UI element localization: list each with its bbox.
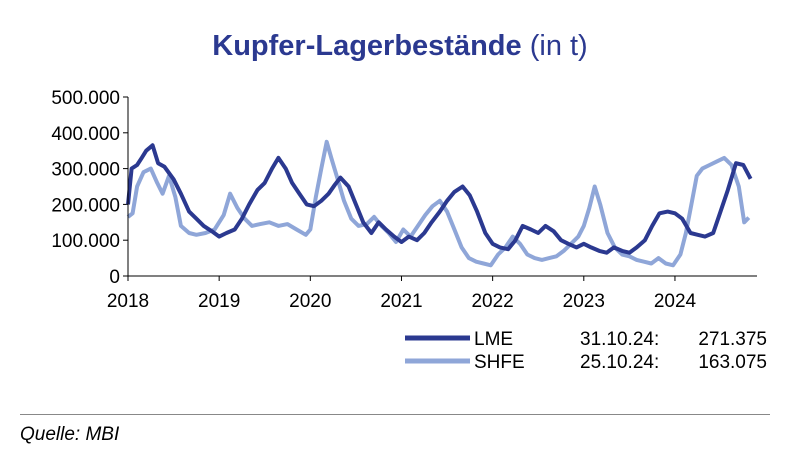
footer-divider [20,414,770,415]
legend-label-lme: LME [474,329,513,350]
series-line-lme [126,143,753,255]
x-tick-label: 2023 [563,291,605,312]
chart-title: Kupfer-Lagerbestände (in t) [0,30,800,63]
source-note: Quelle: MBI [20,424,120,445]
legend-date-shfe: 25.10.24: [580,352,659,373]
y-axis: 0 100.000 200.000 300.000 400.000 500.000 [51,88,128,288]
legend-value-shfe: 163.075 [698,352,767,373]
x-axis: 2018 2019 2020 2021 2022 2023 2024 [107,276,697,312]
y-tick-label: 100.000 [51,231,120,252]
x-tick-label: 2024 [654,291,697,312]
legend-date-lme: 31.10.24: [580,329,659,350]
x-tick-label: 2021 [380,291,422,312]
series-line-shfe [126,139,751,268]
y-tick-label: 0 [109,267,120,288]
y-tick-label: 500.000 [51,88,120,109]
chart-title-unit: (in t) [529,30,588,62]
legend-value-lme: 271.375 [698,329,767,350]
x-tick-label: 2020 [289,291,331,312]
y-tick-label: 300.000 [51,160,120,181]
chart-lines [126,139,753,268]
y-tick-label: 400.000 [51,124,120,145]
x-tick-label: 2018 [107,291,149,312]
legend-label-shfe: SHFE [474,352,525,373]
legend-item-lme: LME 31.10.24: 271.375 [405,329,767,350]
legend-item-shfe: SHFE 25.10.24: 163.075 [405,352,767,373]
legend: LME 31.10.24: 271.375 SHFE 25.10.24: 163… [405,329,767,373]
x-tick-label: 2019 [198,291,240,312]
y-tick-label: 200.000 [51,195,120,216]
chart-title-main: Kupfer-Lagerbestände [212,30,522,62]
x-tick-label: 2022 [471,291,513,312]
